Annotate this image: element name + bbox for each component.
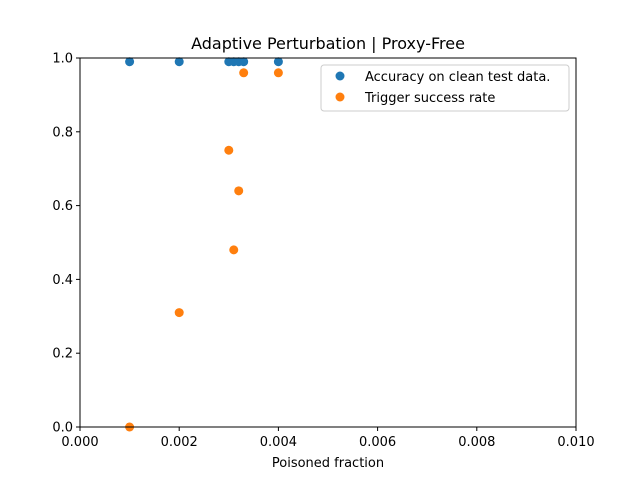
legend-marker-accuracy: [335, 71, 345, 81]
y-tick-label: 0.8: [52, 125, 73, 140]
y-tick-label: 0.4: [52, 273, 73, 288]
x-tick-label: 0.010: [557, 435, 594, 450]
x-axis-ticks: 0.000 0.002 0.004 0.006 0.008 0.010: [61, 427, 595, 450]
legend-label-trigger: Trigger success rate: [364, 91, 495, 106]
accuracy-point: [239, 57, 249, 67]
trigger-success-point: [229, 245, 239, 255]
x-axis-label: Poisoned fraction: [272, 456, 384, 471]
x-tick-label: 0.000: [61, 435, 98, 450]
trigger-success-point: [234, 186, 244, 196]
x-tick-label: 0.002: [161, 435, 198, 450]
y-axis-ticks: 0.0 0.2 0.4 0.6 0.8 1.0: [52, 52, 80, 436]
y-tick-label: 0.6: [52, 199, 73, 214]
trigger-success-point: [273, 68, 283, 78]
legend-box: [320, 64, 570, 112]
y-tick-label: 0.2: [52, 347, 73, 362]
x-tick-label: 0.006: [359, 435, 396, 450]
trigger-success-point: [174, 308, 184, 318]
legend-marker-trigger: [335, 92, 345, 102]
x-tick-label: 0.008: [458, 435, 495, 450]
y-tick-label: 1.0: [52, 52, 73, 67]
x-tick-label: 0.004: [260, 435, 297, 450]
legend-label-accuracy: Accuracy on clean test data.: [365, 70, 550, 85]
trigger-success-point: [239, 68, 249, 78]
y-tick-label: 0.0: [52, 421, 73, 436]
chart-title: Adaptive Perturbation | Proxy-Free: [191, 34, 465, 53]
legend: Accuracy on clean test data. Trigger suc…: [320, 64, 570, 112]
accuracy-point: [174, 57, 184, 67]
accuracy-point: [125, 57, 135, 67]
accuracy-point: [273, 57, 283, 67]
trigger-success-point: [224, 145, 234, 155]
plot-frame: [79, 57, 577, 428]
